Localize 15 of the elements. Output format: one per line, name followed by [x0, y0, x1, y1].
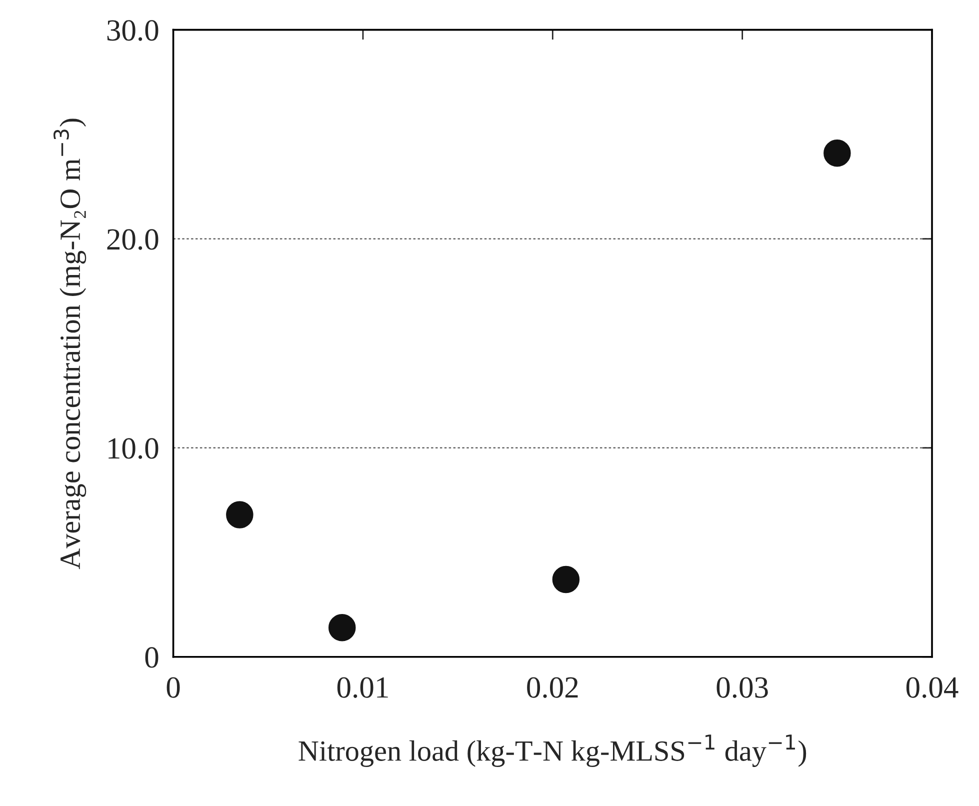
- y-axis-title: Average concentration (mg-N₂O m$^{−3}$): [54, 118, 86, 570]
- x-tick-label: 0.04: [906, 677, 958, 698]
- x-tick-label: 0.03: [716, 677, 768, 698]
- point: [328, 614, 356, 642]
- x-tick-label: 0.02: [527, 677, 578, 698]
- y-tick-label: 10.0: [108, 438, 158, 459]
- x-tick-label: 0: [166, 677, 180, 698]
- point: [552, 566, 580, 594]
- y-tick-label: 0: [145, 647, 158, 668]
- x-tick-label: 0.01: [337, 677, 388, 698]
- y-tick-label: 30.0: [107, 20, 158, 41]
- point: [226, 501, 254, 528]
- x-axis-title: Nitrogen load (kg-T-N kg-MLSS$^{−1}$ day$^{−1}$): [298, 734, 806, 767]
- y-tick-label: 20.0: [107, 229, 158, 250]
- point: [824, 140, 851, 167]
